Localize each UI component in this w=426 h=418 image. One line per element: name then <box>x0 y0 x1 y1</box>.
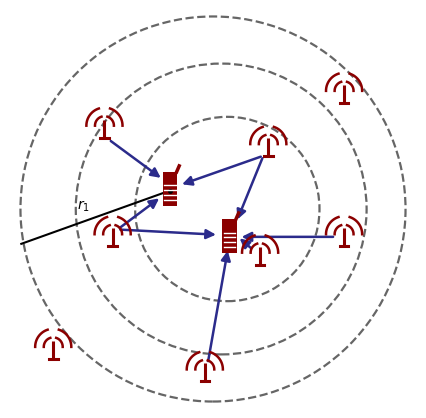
Bar <box>163 172 177 206</box>
Bar <box>222 219 237 253</box>
Text: $r_1$: $r_1$ <box>78 199 90 214</box>
